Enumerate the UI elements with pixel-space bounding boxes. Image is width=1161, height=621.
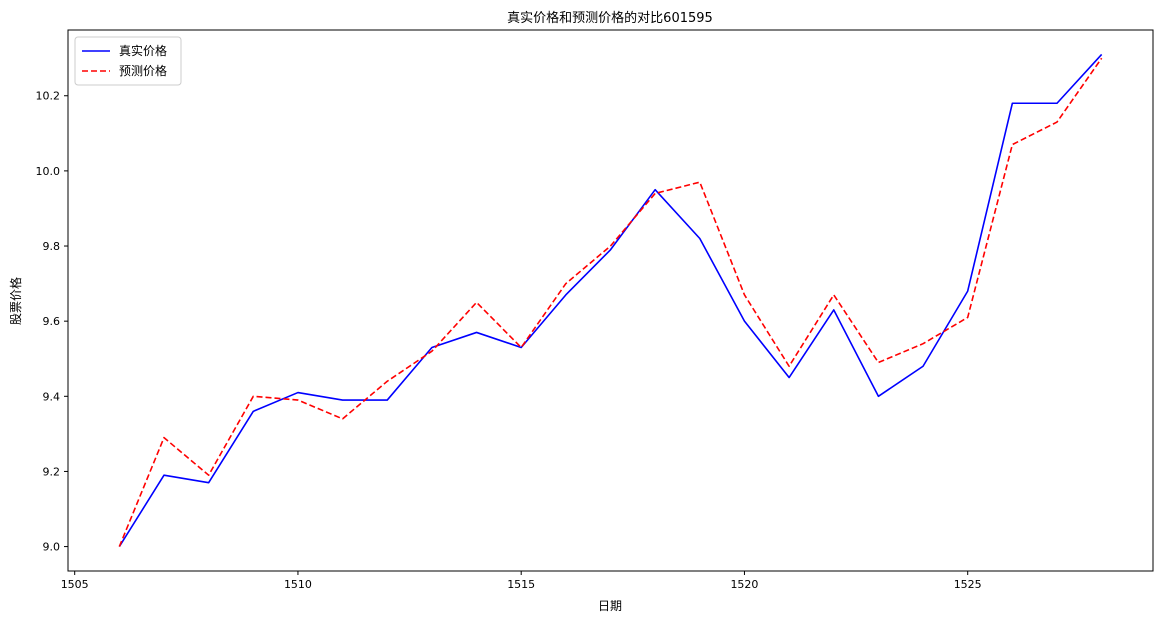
x-tick-label: 1520 [730,578,758,591]
y-tick-label: 9.0 [43,541,61,554]
x-axis-ticks: 1505 1510 1515 1520 1525 [61,571,982,591]
y-tick-label: 9.6 [43,315,61,328]
y-tick-label: 10.2 [36,90,61,103]
y-axis-title: 股票价格 [8,277,23,325]
legend: 真实价格 预测价格 [74,36,182,86]
y-tick-label: 10.0 [36,165,61,178]
y-axis-ticks: 9.0 9.2 9.4 9.6 9.8 10.0 10.2 [36,90,68,554]
y-tick-label: 9.2 [43,465,61,478]
legend-label-true-price: 真实价格 [119,43,167,58]
x-tick-label: 1510 [284,578,312,591]
plot-area [67,29,1154,572]
legend-label-predicted-price: 预测价格 [119,63,167,78]
y-tick-label: 9.4 [43,390,61,403]
series-layer [118,53,1103,548]
x-axis-title: 日期 [598,599,622,613]
x-tick-label: 1505 [61,578,89,591]
chart-title: 真实价格和预测价格的对比601595 [507,10,713,26]
x-tick-label: 1525 [954,578,982,591]
series-line-predicted-price [118,57,1103,547]
legend-box [74,36,182,86]
y-tick-label: 9.8 [43,240,61,253]
series-line-true-price [118,53,1103,548]
x-tick-label: 1515 [507,578,535,591]
